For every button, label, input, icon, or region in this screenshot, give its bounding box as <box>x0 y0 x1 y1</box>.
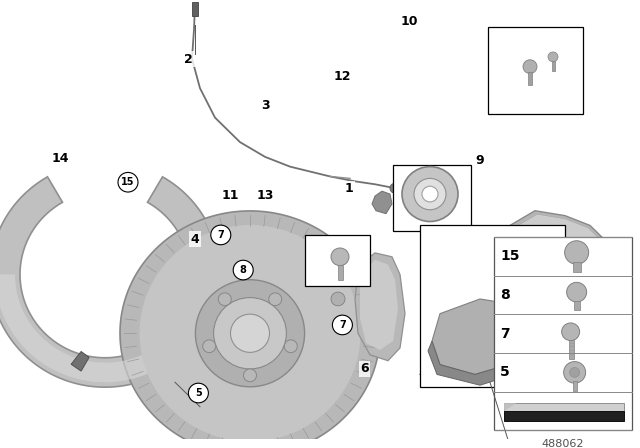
Text: 7: 7 <box>339 320 346 330</box>
Bar <box>573 263 580 272</box>
Circle shape <box>118 172 138 192</box>
Text: 9: 9 <box>476 154 484 167</box>
Circle shape <box>414 178 446 210</box>
Text: 2: 2 <box>184 53 193 66</box>
Circle shape <box>570 367 580 377</box>
Text: 5: 5 <box>195 388 202 398</box>
Circle shape <box>564 241 589 264</box>
Bar <box>494 237 632 431</box>
Polygon shape <box>355 253 405 361</box>
Polygon shape <box>504 403 624 411</box>
Circle shape <box>243 369 257 382</box>
Bar <box>569 340 573 359</box>
Polygon shape <box>432 299 520 375</box>
Circle shape <box>211 225 231 245</box>
Circle shape <box>188 383 209 403</box>
Circle shape <box>140 225 360 442</box>
Text: 8: 8 <box>500 288 510 302</box>
Polygon shape <box>428 341 520 385</box>
Polygon shape <box>71 352 89 371</box>
Circle shape <box>532 251 564 282</box>
Text: 7: 7 <box>500 327 509 341</box>
Text: 7: 7 <box>218 230 224 240</box>
Circle shape <box>195 280 305 387</box>
Polygon shape <box>504 411 624 421</box>
Polygon shape <box>435 357 505 369</box>
Circle shape <box>269 293 282 306</box>
Text: 14: 14 <box>52 151 70 164</box>
Bar <box>420 225 565 387</box>
Circle shape <box>390 183 400 193</box>
Polygon shape <box>120 211 380 448</box>
Circle shape <box>562 323 580 340</box>
Circle shape <box>332 315 353 335</box>
Circle shape <box>218 293 231 306</box>
Circle shape <box>422 186 438 202</box>
Bar <box>573 301 580 310</box>
Polygon shape <box>360 260 398 350</box>
Polygon shape <box>509 214 611 314</box>
Polygon shape <box>505 211 615 319</box>
Polygon shape <box>0 275 160 382</box>
Circle shape <box>548 52 558 62</box>
Circle shape <box>284 340 298 353</box>
Text: 11: 11 <box>221 189 239 202</box>
Circle shape <box>539 258 557 276</box>
Bar <box>488 27 583 114</box>
Circle shape <box>233 260 253 280</box>
Text: 12: 12 <box>333 70 351 83</box>
Text: 1: 1 <box>344 182 353 195</box>
Text: 4: 4 <box>191 233 200 246</box>
Circle shape <box>331 248 349 266</box>
Circle shape <box>230 314 269 353</box>
Text: 10: 10 <box>401 15 419 29</box>
Circle shape <box>214 297 287 369</box>
Bar <box>573 381 577 391</box>
Circle shape <box>564 362 586 383</box>
Text: 3: 3 <box>261 99 270 112</box>
Polygon shape <box>420 353 512 384</box>
Bar <box>305 235 370 286</box>
Circle shape <box>402 167 458 221</box>
Bar <box>192 2 198 16</box>
Bar <box>552 61 554 71</box>
Polygon shape <box>0 177 220 387</box>
Text: 6: 6 <box>360 362 369 375</box>
Bar <box>393 165 471 231</box>
Circle shape <box>203 340 216 353</box>
Polygon shape <box>372 191 392 214</box>
Text: 8: 8 <box>240 265 246 275</box>
Circle shape <box>523 60 537 73</box>
Text: 15: 15 <box>121 177 135 187</box>
Text: 13: 13 <box>257 189 275 202</box>
Text: 15: 15 <box>500 250 520 263</box>
Bar <box>528 72 532 85</box>
Polygon shape <box>504 403 516 411</box>
Circle shape <box>331 292 345 306</box>
Text: 5: 5 <box>500 366 510 379</box>
Text: 488062: 488062 <box>541 439 584 448</box>
Bar <box>337 265 342 280</box>
Circle shape <box>566 282 587 302</box>
